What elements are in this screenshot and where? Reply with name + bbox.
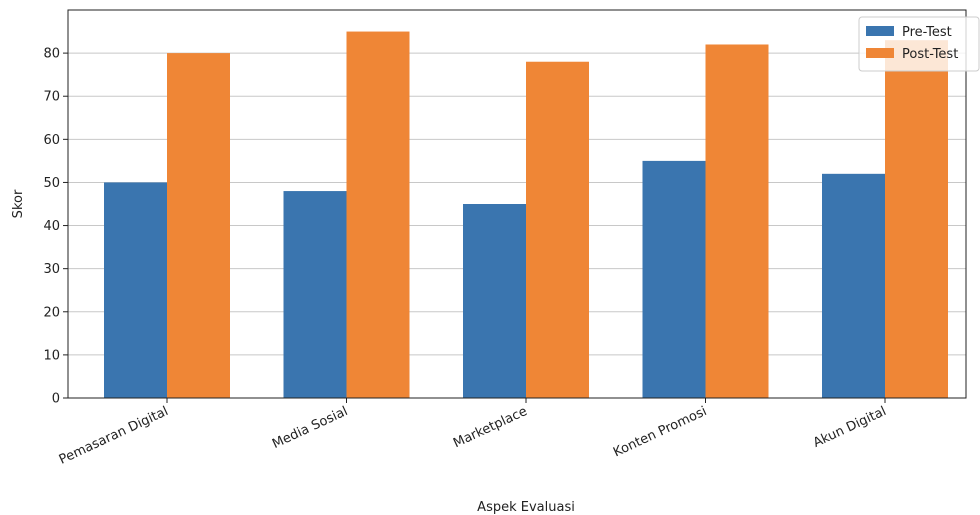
- legend-swatch: [866, 48, 894, 58]
- bar-post-test: [526, 61, 589, 398]
- y-tick-label: 70: [43, 90, 60, 105]
- x-axis-label: Aspek Evaluasi: [477, 500, 575, 515]
- legend-label: Post-Test: [902, 47, 958, 62]
- y-axis-ticks: 0 10 20 30 40 50 60 70 80: [43, 47, 68, 407]
- y-tick-label: 30: [43, 262, 60, 277]
- y-tick-label: 40: [43, 219, 60, 234]
- y-tick-label: 60: [43, 133, 60, 148]
- bar-post-test: [885, 40, 948, 399]
- y-tick-label: 0: [52, 392, 60, 407]
- bar-pre-test: [822, 173, 885, 398]
- bar-pre-test: [283, 191, 347, 398]
- legend: Pre-Test Post-Test: [858, 16, 980, 72]
- x-tick-label: Konten Promosi: [611, 404, 709, 460]
- x-tick-label: Media Sosial: [270, 404, 350, 452]
- bar-post-test: [346, 31, 410, 399]
- bar-pre-test: [642, 160, 706, 398]
- legend-swatch: [866, 26, 894, 36]
- plot-frame: [67, 9, 967, 399]
- y-tick-label: 20: [43, 305, 60, 320]
- bar-pre-test: [104, 182, 167, 398]
- x-tick-label: Pemasaran Digital: [57, 404, 171, 468]
- y-tick-label: 50: [43, 176, 60, 191]
- x-tick-label: Marketplace: [451, 404, 530, 451]
- bar-pre-test: [463, 204, 526, 398]
- y-tick-label: 10: [43, 348, 60, 363]
- x-tick-label: Akun Digital: [811, 404, 889, 451]
- bar-post-test: [167, 53, 230, 398]
- bar-post-test: [705, 44, 769, 398]
- x-axis-ticks: Pemasaran Digital Media Sosial Marketplace…: [57, 398, 889, 468]
- y-axis-label: Skor: [11, 189, 26, 218]
- legend-label: Pre-Test: [902, 25, 952, 40]
- y-tick-label: 80: [43, 47, 60, 62]
- bars: [104, 31, 948, 399]
